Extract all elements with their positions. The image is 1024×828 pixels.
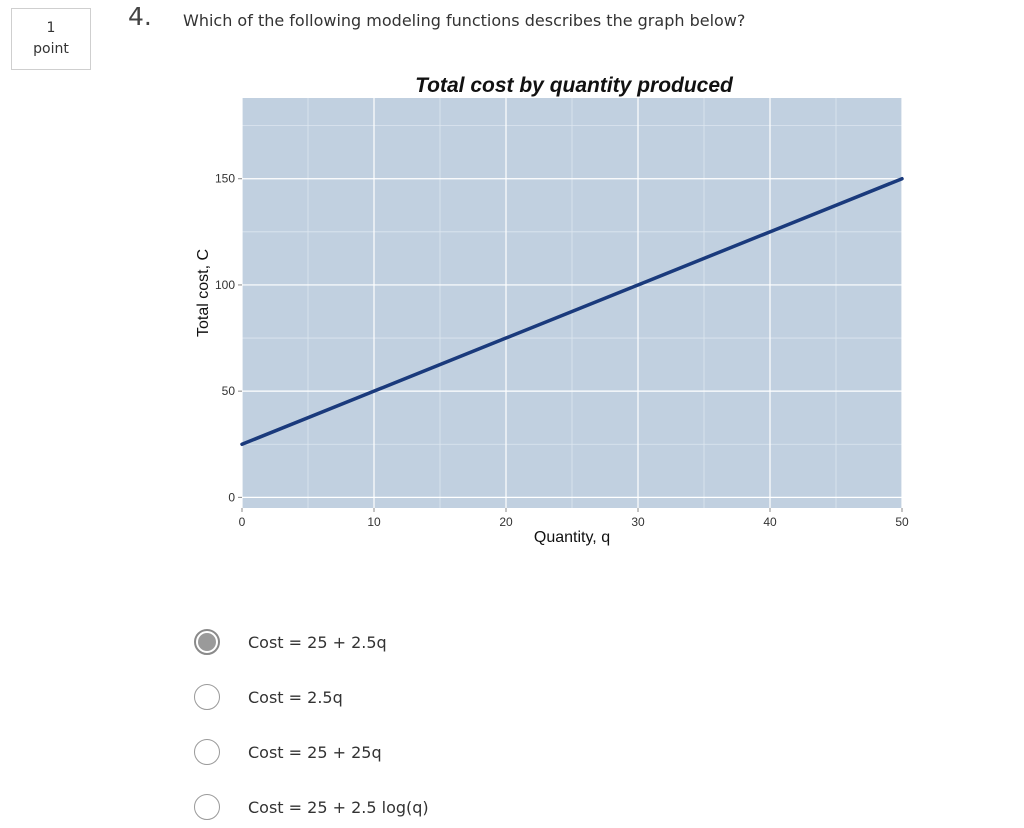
cost-chart: Total cost by quantity produced 0 10 20 30 4… [195, 74, 909, 546]
x-tick-label: 30 [631, 515, 645, 529]
x-tick-label: 20 [499, 515, 513, 529]
y-axis-label: Total cost, C [195, 249, 212, 337]
x-tick-label: 50 [895, 515, 909, 529]
option-label: Cost = 25 + 2.5 log(q) [248, 797, 429, 817]
chart-title: Total cost by quantity produced [415, 74, 734, 97]
radio-button[interactable] [194, 739, 220, 765]
question-text: Which of the following modeling function… [183, 11, 746, 30]
x-tick-label: 40 [763, 515, 777, 529]
points-badge: 1 point [11, 8, 91, 70]
radio-button[interactable] [194, 684, 220, 710]
question-number: 4. [128, 2, 152, 31]
x-tick-label: 0 [239, 515, 246, 529]
grid-lines [241, 98, 903, 508]
y-tick-label: 0 [228, 490, 235, 504]
axis-ticks: 0 10 20 30 40 50 0 50 100 150 [215, 172, 909, 529]
option-4[interactable]: Cost = 25 + 2.5 log(q) [194, 793, 429, 821]
points-value: 1 [46, 20, 56, 36]
option-label: Cost = 2.5q [248, 687, 343, 707]
option-1[interactable]: Cost = 25 + 2.5q [194, 628, 387, 656]
y-tick-label: 50 [222, 384, 236, 398]
option-3[interactable]: Cost = 25 + 25q [194, 738, 382, 766]
points-unit: point [33, 41, 69, 57]
x-axis-label: Quantity, q [534, 529, 610, 546]
option-label: Cost = 25 + 25q [248, 742, 382, 762]
option-label: Cost = 25 + 2.5q [248, 632, 387, 652]
x-tick-label: 10 [367, 515, 381, 529]
y-tick-label: 100 [215, 278, 235, 292]
y-tick-label: 150 [215, 172, 235, 186]
series-line [240, 176, 904, 447]
radio-button[interactable] [194, 629, 220, 655]
option-2[interactable]: Cost = 2.5q [194, 683, 343, 711]
radio-button[interactable] [194, 794, 220, 820]
